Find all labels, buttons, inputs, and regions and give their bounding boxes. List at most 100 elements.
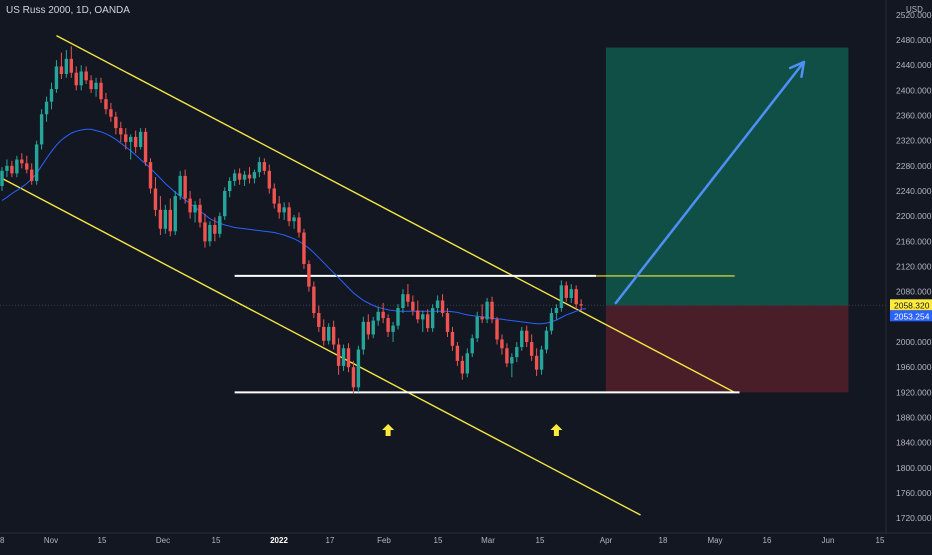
candle-body (430, 308, 435, 329)
candle-body (520, 330, 524, 348)
candle (371, 316, 375, 339)
candle (574, 285, 578, 310)
y-tick-label: 2120.000 (896, 262, 932, 272)
candle (198, 198, 202, 228)
candle (178, 170, 182, 200)
candle-body (94, 82, 98, 90)
candle-body (534, 355, 539, 370)
y-tick-label: 1920.000 (896, 387, 932, 397)
candle-body (153, 188, 158, 210)
candle (84, 66, 88, 85)
currency-label: USD (906, 5, 923, 14)
candle (228, 177, 232, 198)
x-tick-label: Feb (377, 536, 391, 545)
candle (475, 311, 479, 342)
candle-body (421, 314, 425, 320)
candle (188, 191, 192, 219)
candle (356, 345, 361, 393)
candle (193, 201, 197, 223)
candle (49, 82, 54, 110)
candle-body (426, 314, 430, 329)
candle (317, 305, 321, 332)
candle-body (495, 319, 499, 340)
candle-body (267, 170, 271, 189)
candle (213, 217, 217, 242)
candle (247, 167, 252, 184)
candle-body (114, 116, 118, 129)
candle (386, 314, 390, 337)
candle-body (510, 357, 514, 364)
candle (44, 96, 49, 122)
candle-body (480, 316, 484, 320)
candle-body (64, 58, 69, 74)
x-tick-label: 16 (763, 536, 772, 545)
candle (312, 281, 316, 319)
candle-body (20, 159, 24, 164)
candle (232, 169, 237, 186)
last-price-label: 2058.320 (894, 300, 930, 310)
y-tick-label: 1880.000 (896, 412, 932, 422)
candle (119, 121, 123, 142)
candle-body (470, 338, 474, 354)
candle (470, 334, 474, 358)
candle (346, 343, 351, 373)
candle-body (396, 308, 400, 326)
y-tick-label: 2160.000 (896, 236, 932, 246)
candle-body (0, 170, 4, 186)
candle-body (262, 162, 267, 171)
x-tick-label: 15 (536, 536, 545, 545)
candle (529, 334, 534, 361)
candle (297, 212, 301, 238)
candle (10, 160, 14, 178)
candle (272, 183, 276, 209)
candle-body (282, 207, 286, 213)
candle-body (351, 367, 356, 388)
candle (500, 334, 504, 355)
candle-body (188, 198, 192, 213)
candle-body (554, 308, 559, 314)
y-tick-label: 2240.000 (896, 186, 932, 196)
candle-body (559, 285, 564, 309)
candle-body (386, 318, 390, 332)
y-tick-label: 1720.000 (896, 513, 932, 523)
candle (430, 304, 435, 332)
candle-body (257, 162, 262, 173)
candle-body (104, 99, 108, 110)
candle (327, 323, 331, 345)
candle-body (74, 72, 78, 86)
candle-body (376, 311, 380, 321)
candle-body (297, 217, 301, 233)
candle (520, 326, 524, 351)
y-tick-label: 2440.000 (896, 60, 932, 70)
candle-body (505, 348, 509, 364)
candle-body (460, 360, 465, 374)
candle (445, 308, 450, 337)
candle (376, 306, 380, 326)
candle-body (223, 191, 227, 217)
candle (336, 338, 341, 375)
candle (109, 102, 113, 122)
candle-body (193, 204, 197, 213)
candle-body (228, 180, 232, 192)
candle-body (59, 66, 64, 74)
y-tick-label: 1800.000 (896, 463, 932, 473)
candle (391, 321, 395, 342)
x-tick-label: Nov (44, 536, 58, 545)
candle (579, 299, 583, 311)
candle-body (336, 344, 341, 366)
candle (89, 75, 93, 93)
candle-body (252, 172, 257, 179)
candle-body (143, 131, 148, 163)
candle-body (208, 224, 212, 242)
candle (341, 344, 346, 371)
candle (435, 295, 440, 314)
candle-body (549, 313, 554, 331)
candle (252, 169, 257, 184)
candle (307, 260, 311, 292)
candle (5, 159, 9, 178)
candle-body (109, 109, 113, 117)
candle (450, 326, 455, 351)
x-tick-label: 18 (659, 536, 668, 545)
y-tick-label: 2200.000 (896, 211, 932, 221)
